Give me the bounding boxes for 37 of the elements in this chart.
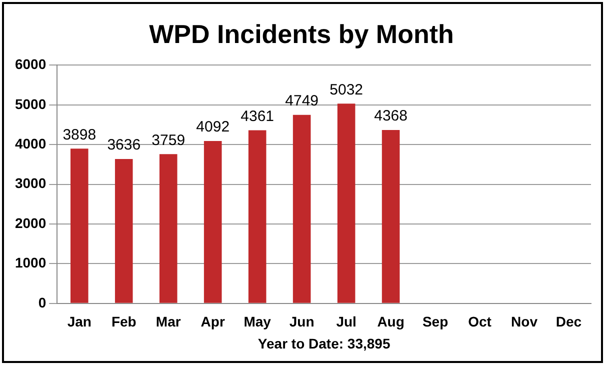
data-label: 4361 [240, 108, 274, 125]
x-tick-label: May [244, 314, 272, 330]
x-tick-label: Jun [289, 314, 314, 330]
data-label: 3759 [152, 132, 186, 149]
x-tick-label: Aug [377, 314, 404, 330]
x-axis-title: Year to Date: 33,895 [258, 335, 390, 352]
y-tick-label: 2000 [14, 214, 46, 231]
x-tick-label: Jan [67, 314, 92, 330]
bar [292, 114, 311, 303]
x-tick-label: Dec [556, 314, 582, 330]
data-label: 5032 [330, 81, 364, 98]
bar [337, 104, 356, 303]
data-label: 4749 [285, 92, 319, 110]
x-tick-label: Sep [422, 314, 448, 330]
data-label: 4368 [374, 108, 408, 125]
x-tick-label: Feb [111, 314, 136, 330]
data-label: 3636 [107, 136, 141, 154]
x-tick-label: Oct [468, 314, 492, 330]
bar [114, 159, 133, 303]
bar [159, 154, 178, 303]
y-tick-label: 4000 [14, 135, 46, 152]
y-tick-label: 5000 [14, 96, 46, 112]
bar [382, 130, 400, 303]
y-tick-label: 3000 [14, 175, 46, 192]
bar [204, 140, 222, 303]
chart-title: WPD Incidents by Month [149, 18, 454, 49]
y-tick-label: 6000 [14, 56, 46, 72]
x-tick-label: Jul [336, 314, 356, 330]
x-tick-label: Apr [200, 314, 226, 330]
bar [248, 130, 266, 303]
x-tick-label: Nov [511, 314, 538, 330]
y-tick-label: 0 [38, 294, 46, 310]
bar [70, 148, 88, 303]
data-label: 4092 [196, 118, 230, 136]
y-tick-label: 1000 [14, 254, 46, 271]
x-tick-label: Mar [156, 314, 182, 330]
data-label: 3898 [62, 126, 96, 144]
